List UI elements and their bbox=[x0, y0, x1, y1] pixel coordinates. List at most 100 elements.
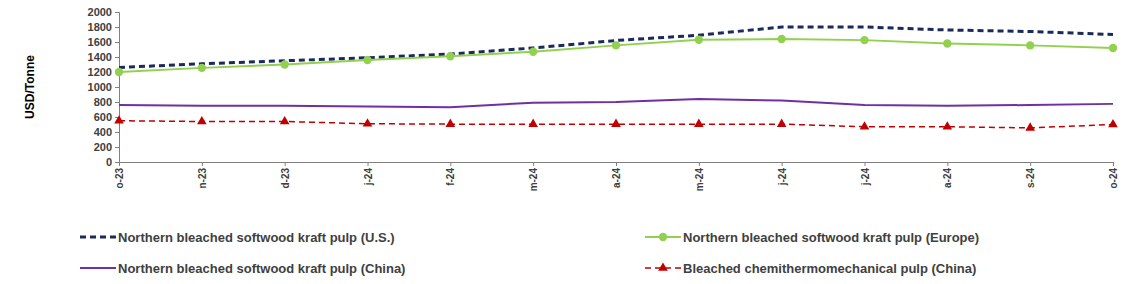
chart: 0 200 400 600 800 1000 1200 1400 1600 1800 2000 o-2… bbox=[0, 0, 1140, 284]
y-tick-mark bbox=[115, 132, 119, 133]
y-tick: 1200 bbox=[88, 66, 119, 78]
y-tick: 600 bbox=[94, 111, 119, 123]
series-marker bbox=[943, 121, 953, 129]
x-tick-label: o-23 bbox=[114, 168, 125, 189]
x-tick: j-24 bbox=[363, 162, 374, 186]
y-tick-label: 1600 bbox=[88, 36, 112, 48]
x-tick-mark bbox=[368, 162, 369, 166]
x-tick: m-24 bbox=[694, 162, 705, 191]
x-tick: m-24 bbox=[528, 162, 539, 191]
x-tick-mark bbox=[533, 162, 534, 166]
x-tick-label: j-24 bbox=[860, 168, 871, 187]
marks bbox=[114, 27, 1118, 131]
series-marker bbox=[860, 36, 868, 44]
y-tick: 200 bbox=[94, 141, 119, 153]
x-tick-label: f-24 bbox=[445, 168, 456, 186]
y-tick-label: 1200 bbox=[88, 66, 112, 78]
series-marker bbox=[528, 119, 538, 127]
y-axis: 0 200 400 600 800 1000 1200 1400 1600 1800 2000 bbox=[88, 6, 120, 168]
y-tick: 400 bbox=[94, 126, 119, 138]
x-tick: o-24 bbox=[1108, 162, 1119, 189]
x-tick-label: n-23 bbox=[197, 168, 208, 189]
legend-item: Northern bleached softwood kraft pulp (U… bbox=[80, 230, 395, 245]
x-tick-mark bbox=[1113, 162, 1114, 166]
legend-swatch bbox=[80, 236, 116, 239]
series-marker bbox=[777, 119, 787, 127]
y-tick-label: 2000 bbox=[88, 6, 112, 18]
legend: Northern bleached softwood kraft pulp (U… bbox=[80, 230, 979, 276]
x-tick-label: j-24 bbox=[363, 168, 374, 187]
legend-item: Northern bleached softwood kraft pulp (C… bbox=[80, 261, 405, 276]
x-axis-line bbox=[120, 163, 1114, 167]
series-marker bbox=[943, 39, 951, 47]
series-marker bbox=[1025, 122, 1035, 130]
series-marker bbox=[280, 60, 288, 68]
series-marker bbox=[694, 119, 704, 127]
y-tick: 0 bbox=[106, 156, 119, 168]
series-marker bbox=[114, 115, 124, 123]
legend-marker bbox=[659, 233, 667, 241]
x-tick-mark bbox=[450, 162, 451, 166]
x-tick-label: a-24 bbox=[942, 168, 953, 188]
y-axis-title: USD/Tonne bbox=[23, 55, 37, 119]
y-tick-mark bbox=[115, 162, 119, 163]
x-tick-mark bbox=[865, 162, 866, 166]
y-tick-label: 1000 bbox=[88, 81, 112, 93]
series-line bbox=[119, 99, 1113, 107]
series-marker bbox=[363, 56, 371, 64]
y-tick-label: 0 bbox=[106, 156, 112, 168]
series-marker bbox=[446, 119, 456, 127]
series-marker bbox=[1026, 41, 1034, 49]
legend-swatch bbox=[80, 267, 116, 269]
x-tick-mark bbox=[782, 162, 783, 166]
x-tick-mark bbox=[1030, 162, 1031, 166]
y-tick-label: 200 bbox=[94, 141, 112, 153]
y-tick-mark bbox=[115, 12, 119, 13]
x-tick-label: j-24 bbox=[777, 168, 788, 187]
series-marker bbox=[280, 116, 290, 124]
series-marker bbox=[115, 68, 123, 76]
legend-label: Northern bleached softwood kraft pulp (E… bbox=[683, 230, 979, 245]
legend-item: Northern bleached softwood kraft pulp (E… bbox=[645, 230, 979, 245]
x-tick: s-24 bbox=[1025, 162, 1036, 188]
series-line bbox=[119, 39, 1113, 72]
x-tick-label: s-24 bbox=[1025, 168, 1036, 188]
x-axis: o-23 n-23 d-23 j-24 f-24 m-24 a-24 m-24 j-24 j-24… bbox=[114, 162, 1119, 191]
y-tick-label: 1800 bbox=[88, 21, 112, 33]
y-tick-mark bbox=[115, 57, 119, 58]
x-tick: d-23 bbox=[280, 162, 291, 189]
series-line bbox=[119, 27, 1113, 68]
series-marker bbox=[1109, 44, 1117, 52]
x-tick-label: m-24 bbox=[528, 168, 539, 192]
x-tick-mark bbox=[699, 162, 700, 166]
series-marker bbox=[612, 41, 620, 49]
y-tick: 1400 bbox=[88, 51, 119, 63]
y-tick-label: 400 bbox=[94, 126, 112, 138]
x-tick: o-23 bbox=[114, 162, 125, 189]
x-tick: n-23 bbox=[197, 162, 208, 189]
y-tick: 1600 bbox=[88, 36, 119, 48]
x-tick: j-24 bbox=[860, 162, 871, 186]
series-marker bbox=[363, 118, 373, 126]
x-tick-label: o-24 bbox=[1108, 168, 1119, 189]
y-tick: 1000 bbox=[88, 81, 119, 93]
x-tick-label: m-24 bbox=[694, 168, 705, 192]
legend-label: Northern bleached softwood kraft pulp (U… bbox=[118, 230, 395, 245]
x-tick: a-24 bbox=[611, 162, 622, 188]
y-tick-label: 1400 bbox=[88, 51, 112, 63]
y-tick-label: 600 bbox=[94, 111, 112, 123]
y-tick-label: 800 bbox=[94, 96, 112, 108]
series-marker bbox=[1108, 119, 1118, 127]
y-tick-mark bbox=[115, 42, 119, 43]
series-marker bbox=[695, 36, 703, 44]
y-tick-mark bbox=[115, 27, 119, 28]
series-marker bbox=[198, 64, 206, 72]
x-tick-mark bbox=[119, 162, 120, 166]
y-tick-mark bbox=[115, 102, 119, 103]
series-marker bbox=[611, 119, 621, 127]
x-tick: f-24 bbox=[445, 162, 456, 186]
legend-marker bbox=[658, 262, 668, 270]
series-marker bbox=[860, 121, 870, 129]
x-tick: j-24 bbox=[777, 162, 788, 186]
y-tick: 1800 bbox=[88, 21, 119, 33]
